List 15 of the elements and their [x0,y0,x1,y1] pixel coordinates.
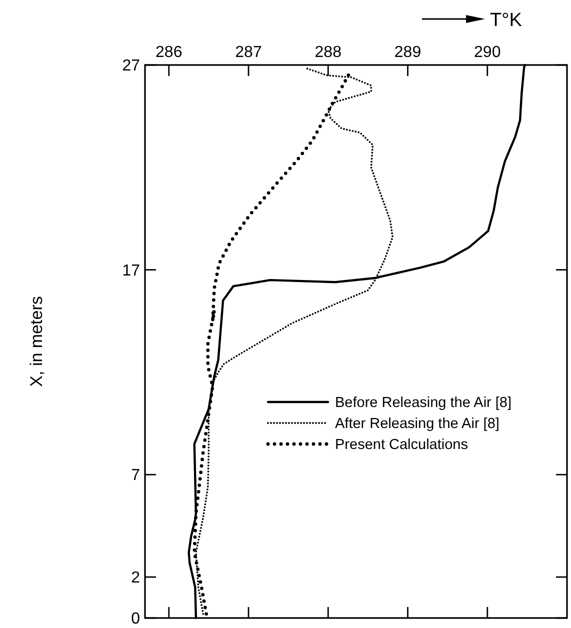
legend-label: Before Releasing the Air [8] [335,395,512,412]
legend-label: After Releasing the Air [8] [335,416,500,432]
x-tick-label: 288 [314,44,342,61]
x-tick-label: 287 [235,44,262,61]
y-tick-label: 2 [131,570,140,587]
y-tick-label: 27 [122,58,140,75]
y-tick-label: 17 [122,262,140,280]
y-axis-title: X, in meters [27,296,46,387]
y-tick-label: 7 [131,467,140,484]
x-tick-label: 290 [474,44,501,61]
x-tick-label: 286 [156,44,182,61]
x-axis-title: T°K [490,10,522,31]
y-tick-label: 0 [131,610,140,628]
legend-label: Present Calculations [335,437,468,454]
x-tick-label: 289 [394,44,422,61]
